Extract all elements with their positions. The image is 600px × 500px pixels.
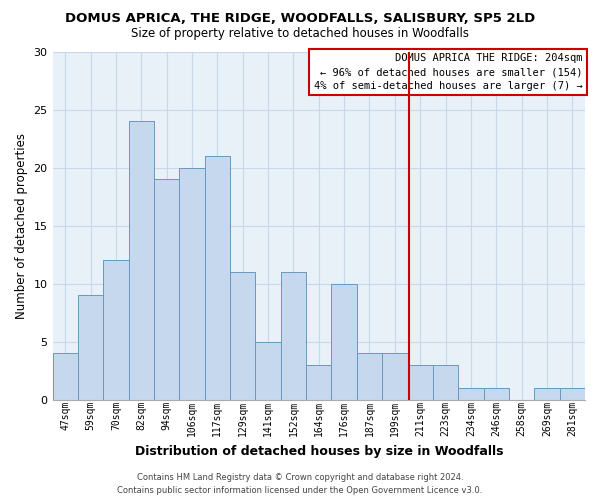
Text: DOMUS APRICA THE RIDGE: 204sqm
← 96% of detached houses are smaller (154)
4% of : DOMUS APRICA THE RIDGE: 204sqm ← 96% of … — [314, 53, 583, 91]
Bar — [560, 388, 585, 400]
Bar — [331, 284, 357, 400]
Bar — [281, 272, 306, 400]
Bar — [53, 353, 78, 400]
Text: Contains HM Land Registry data © Crown copyright and database right 2024.
Contai: Contains HM Land Registry data © Crown c… — [118, 473, 482, 495]
Bar — [484, 388, 509, 400]
Bar — [78, 295, 103, 400]
Bar — [306, 364, 331, 400]
Bar — [256, 342, 281, 400]
Bar — [534, 388, 560, 400]
Text: Size of property relative to detached houses in Woodfalls: Size of property relative to detached ho… — [131, 26, 469, 40]
Bar — [205, 156, 230, 400]
Bar — [433, 364, 458, 400]
Bar — [458, 388, 484, 400]
Bar — [154, 179, 179, 400]
X-axis label: Distribution of detached houses by size in Woodfalls: Distribution of detached houses by size … — [134, 444, 503, 458]
Y-axis label: Number of detached properties: Number of detached properties — [15, 132, 28, 318]
Bar — [357, 353, 382, 400]
Bar — [382, 353, 407, 400]
Bar — [230, 272, 256, 400]
Bar — [179, 168, 205, 400]
Text: DOMUS APRICA, THE RIDGE, WOODFALLS, SALISBURY, SP5 2LD: DOMUS APRICA, THE RIDGE, WOODFALLS, SALI… — [65, 12, 535, 26]
Bar — [407, 364, 433, 400]
Bar — [128, 121, 154, 400]
Bar — [103, 260, 128, 400]
